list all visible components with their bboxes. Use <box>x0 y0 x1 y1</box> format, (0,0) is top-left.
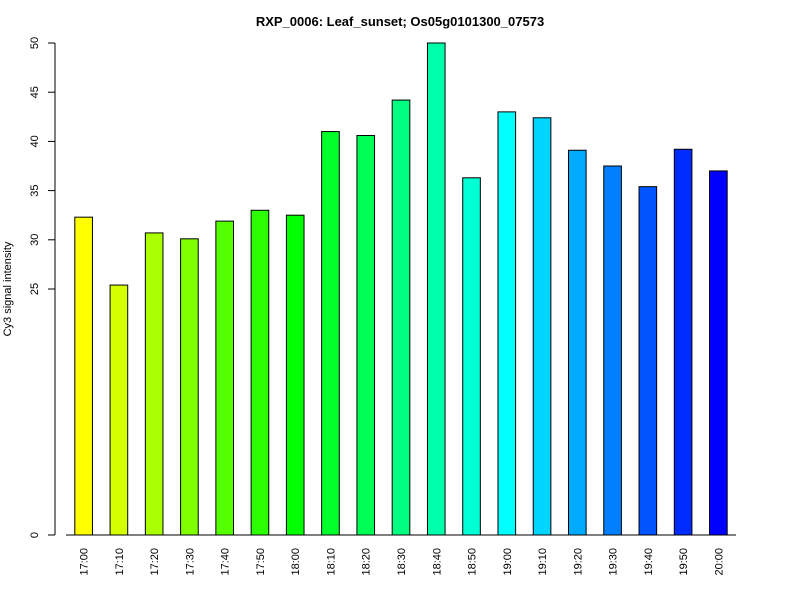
y-tick-label: 45 <box>29 86 41 98</box>
x-tick-label: 18:00 <box>290 548 302 576</box>
y-tick-label: 35 <box>29 184 41 196</box>
y-tick-label: 0 <box>29 532 41 538</box>
bar <box>673 148 693 536</box>
x-tick-label: 17:30 <box>184 548 196 576</box>
x-tick-label: 18:10 <box>325 548 337 576</box>
bar <box>497 111 517 536</box>
bars-group <box>74 42 728 536</box>
x-axis: 17:00 17:10 17:20 17:30 17:40 17:50 18:00 18:10… <box>66 534 736 576</box>
x-tick-label: 18:20 <box>361 548 373 576</box>
x-tick-label: 17:50 <box>255 548 267 576</box>
bar <box>109 284 129 536</box>
x-tick-label: 19:50 <box>678 548 690 576</box>
y-tick-label: 30 <box>29 234 41 246</box>
x-tick-label: 18:50 <box>467 548 479 576</box>
bar <box>462 177 481 536</box>
x-tick-label: 19:10 <box>537 548 549 576</box>
bar <box>356 134 376 536</box>
bar <box>638 186 658 536</box>
bar <box>532 117 552 536</box>
bar <box>709 170 728 536</box>
x-tick-label: 18:40 <box>431 548 443 576</box>
x-tick-label: 18:30 <box>396 548 408 576</box>
x-tick-label: 19:00 <box>502 548 514 576</box>
bar <box>285 214 305 536</box>
x-tick-label: 17:40 <box>220 548 232 576</box>
y-tick-label: 25 <box>29 283 41 295</box>
x-tick-label: 19:40 <box>643 548 655 576</box>
bar <box>603 165 622 536</box>
bar <box>321 131 340 536</box>
bar <box>144 232 164 536</box>
x-tick-label: 17:20 <box>149 548 161 576</box>
bar <box>391 99 411 536</box>
bar <box>250 209 270 536</box>
x-tick-label: 17:00 <box>79 548 91 576</box>
y-tick-label: 50 <box>29 37 41 49</box>
bar <box>180 238 199 536</box>
x-tick-label: 17:10 <box>114 548 126 576</box>
chart-title: RXP_0006: Leaf_sunset; Os05g0101300_0757… <box>256 14 544 29</box>
bar <box>426 42 446 536</box>
y-axis-label: Cy3 signal intensity <box>2 241 14 336</box>
x-tick-label: 19:30 <box>608 548 620 576</box>
y-axis: 0 25 30 35 40 45 50 <box>29 37 56 538</box>
y-tick-label: 40 <box>29 135 41 147</box>
bar <box>568 149 587 536</box>
bar <box>215 220 235 536</box>
x-tick-label: 19:20 <box>572 548 584 576</box>
bar <box>74 216 93 536</box>
x-tick-label: 20:00 <box>713 548 725 576</box>
